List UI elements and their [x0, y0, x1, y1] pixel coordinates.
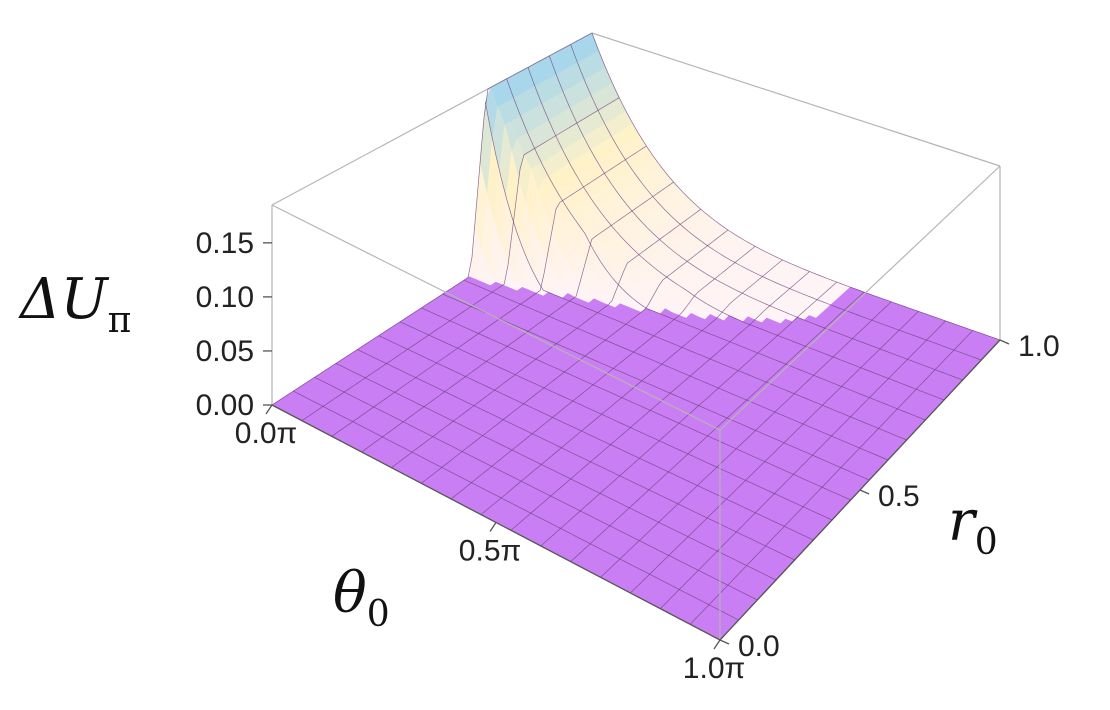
mesh-line [689, 330, 974, 625]
mesh-line [484, 102, 907, 441]
mesh-line [527, 67, 945, 401]
mesh-line [549, 55, 963, 381]
z-axis-ticks: 0.00 0.05 0.10 0.15 [196, 227, 272, 422]
mesh-line [335, 363, 777, 581]
mesh-line [442, 293, 870, 481]
mesh-line [630, 311, 919, 594]
mesh-line [506, 78, 926, 421]
mesh-line [480, 259, 783, 515]
mesh-line [660, 320, 946, 609]
z-axis-label: ΔUπ [18, 267, 131, 341]
box-edge [719, 165, 1001, 431]
tick-mark [999, 339, 1010, 345]
mesh-line [293, 390, 739, 621]
mesh-line [314, 376, 758, 601]
tick-mark [713, 639, 721, 650]
tick-label: 0.5 [878, 480, 920, 513]
tick-mark [265, 404, 273, 415]
tick-label: 0.15 [196, 227, 254, 260]
mesh-line [463, 279, 889, 461]
tick-mark [859, 489, 870, 495]
tick-label: 0.0 [738, 630, 780, 663]
mesh-line [391, 208, 702, 468]
mesh-line [357, 349, 795, 561]
surface-mesh [271, 32, 1001, 641]
r-axis-ticks: 0.0 0.5 1.0 [719, 330, 1060, 663]
tick-label: 0.5π [459, 535, 521, 568]
theta-axis-ticks: 0.0π 0.5π 1.0π [235, 404, 745, 685]
tick-label: 1.0π [683, 652, 745, 685]
mesh-line [271, 32, 593, 406]
mesh-line [378, 335, 814, 541]
box-edge [271, 204, 721, 431]
tick-mark [489, 522, 497, 532]
mesh-line [591, 32, 1001, 341]
mesh-line [301, 97, 620, 421]
mesh-line [331, 145, 647, 437]
theta-axis-label: θ0 [333, 561, 390, 635]
mesh-line [421, 229, 729, 484]
mesh-line [510, 271, 810, 531]
tick-label: 0.00 [196, 389, 254, 422]
tick-label: 0.10 [196, 281, 254, 314]
mesh-line [570, 44, 982, 361]
box-edge [591, 32, 1001, 167]
r-axis-label: r0 [948, 489, 998, 563]
mesh-line [600, 301, 892, 578]
tick-label: 0.05 [196, 335, 254, 368]
mesh-line [361, 181, 674, 453]
tick-mark [719, 639, 730, 645]
mesh-line [399, 321, 833, 521]
mesh-line [421, 307, 851, 501]
tick-label: 1.0 [1018, 330, 1060, 363]
tick-label: 0.0π [235, 417, 297, 450]
mesh-line [570, 291, 865, 562]
mesh-line [450, 246, 756, 500]
